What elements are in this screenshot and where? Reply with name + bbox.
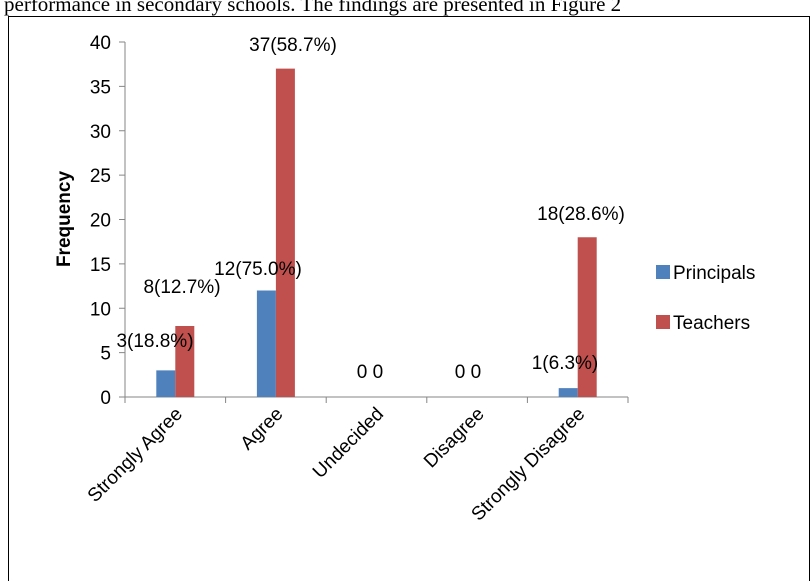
legend-swatch-principals (656, 265, 670, 279)
chart-data-labels: 3(18.8%) 8(12.7%)12(75.0%) 37(58.7%) 0 0 0 0… (116, 35, 624, 383)
bar-teachers (175, 326, 195, 397)
legend-swatch-teachers (656, 315, 670, 329)
x-tick-label: Undecided (309, 404, 388, 483)
x-tick-label: Strongly Agree (84, 404, 187, 507)
x-tick-label: Disagree (420, 404, 489, 473)
chart-frame (8, 16, 810, 581)
data-label: 3(18.8%) (116, 331, 193, 352)
bar-principals (256, 290, 276, 397)
legend-label-principals: Principals (673, 263, 755, 284)
bar-teachers (577, 237, 597, 397)
data-label: 0 0 (455, 362, 481, 383)
y-tick-label: 0 (100, 388, 111, 409)
y-axis-label: Frequency (54, 171, 75, 268)
y-tick-label: 25 (90, 166, 111, 187)
data-label: 0 0 (357, 362, 383, 383)
legend-label-teachers: Teachers (673, 313, 750, 334)
y-tick-label: 15 (90, 255, 111, 276)
y-tick-label: 35 (90, 77, 111, 98)
y-tick-label: 20 (90, 211, 111, 232)
y-tick-label: 40 (90, 33, 111, 54)
bar-principals (156, 370, 176, 397)
y-tick-label: 30 (90, 122, 111, 143)
data-label: 12(75.0%) (214, 259, 302, 280)
y-tick-label: 5 (100, 344, 111, 365)
data-label: 1(6.3%) (532, 353, 599, 374)
x-tick-label: Agree (237, 404, 288, 455)
data-label: 37(58.7%) (249, 35, 337, 56)
chart-bars (156, 68, 597, 397)
chart-legend: Principals Teachers (656, 263, 755, 334)
bar-principals (558, 388, 578, 397)
bar-teachers (275, 68, 295, 397)
data-label: 8(12.7%) (143, 277, 220, 298)
y-tick-label: 10 (90, 299, 111, 320)
data-label: 18(28.6%) (537, 204, 625, 225)
figure-caption: performance in secondary schools. The fi… (4, 0, 622, 16)
x-tick-label: Strongly Disagree (468, 404, 590, 526)
